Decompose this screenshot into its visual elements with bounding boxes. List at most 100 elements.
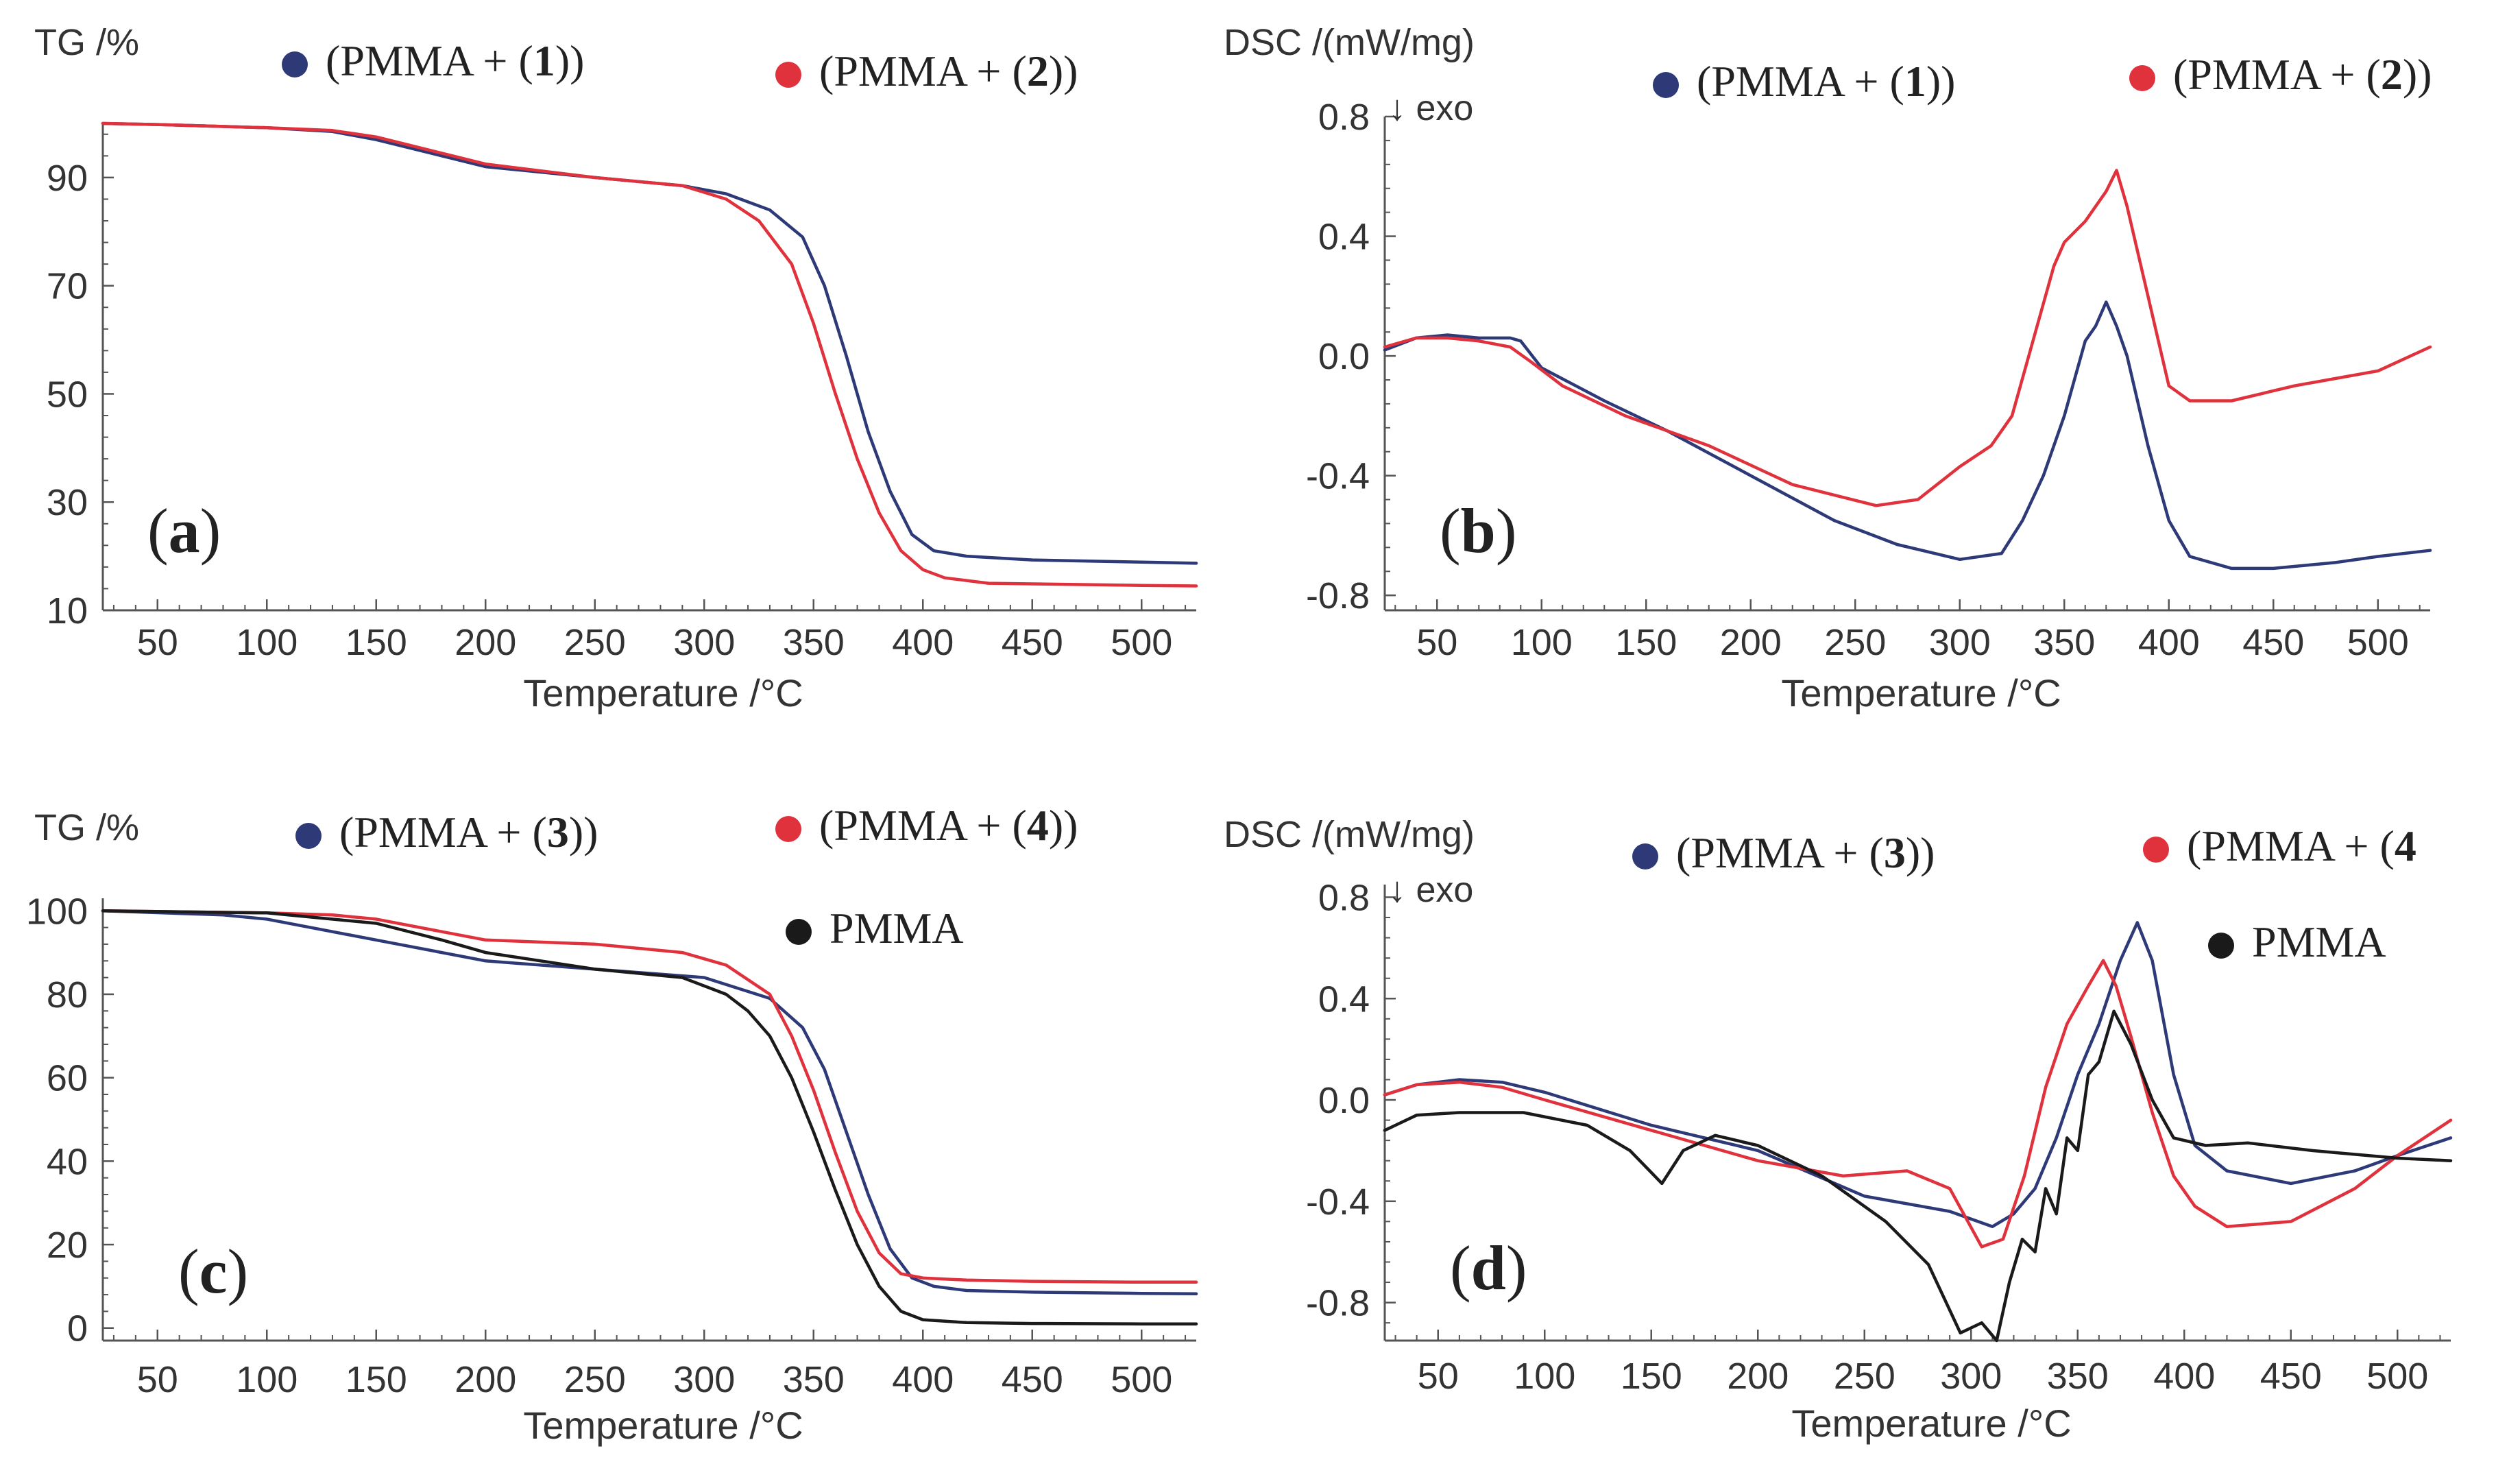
x-tick-label: 100: [236, 622, 298, 663]
y-tick-label: 10: [47, 590, 88, 632]
legend-marker: [775, 62, 801, 88]
x-tick-label: 400: [892, 622, 954, 663]
legend-marker: [2143, 837, 2169, 863]
y-tick-label: 0.0: [1318, 336, 1370, 377]
series-line-1: [101, 121, 1198, 565]
x-tick-label: 50: [137, 1359, 178, 1400]
x-tick-label: 250: [564, 1359, 626, 1400]
x-tick-label: 200: [455, 622, 516, 663]
series-line-2: [101, 909, 1198, 1284]
x-tick-label: 50: [137, 622, 178, 663]
x-axis-title: Temperature /°C: [1781, 671, 2061, 715]
y-axis-title: TG /%: [34, 22, 139, 63]
x-tick-label: 350: [2033, 622, 2095, 663]
y-tick-label: 90: [47, 158, 88, 199]
legend-label: (PMMA + (3)): [1676, 828, 1935, 877]
x-tick-label: 450: [1002, 1359, 1063, 1400]
legend-marker: [775, 816, 801, 842]
y-tick-label: 70: [47, 266, 88, 307]
x-tick-label: 300: [673, 1359, 735, 1400]
x-tick-label: 150: [1615, 622, 1677, 663]
panel-c: 0 20 40 60 80 100 50 100 150 200 250 300 350 400 450 50…: [26, 801, 1198, 1447]
panel-label: (c): [178, 1236, 248, 1306]
panel-d: -0.8 -0.4 0.0 0.4 0.8 50 100 150 200 250 300 350 400…: [1224, 814, 2453, 1445]
x-axis-title: Temperature /°C: [523, 1404, 803, 1447]
y-tick-label: 0.8: [1318, 877, 1370, 918]
x-tick-label: 300: [1940, 1356, 2002, 1397]
x-tick-label: 100: [1511, 622, 1573, 663]
legend-marker: [2129, 65, 2155, 91]
x-tick-label: 100: [236, 1359, 298, 1400]
x-tick-label: 50: [1418, 1356, 1459, 1397]
y-tick-label: 40: [47, 1141, 88, 1182]
series-line-2: [1383, 169, 2432, 507]
legend-label: (PMMA + (2)): [819, 47, 1078, 95]
x-tick-label: 200: [1720, 622, 1782, 663]
x-tick-label: 50: [1416, 622, 1457, 663]
legend-label: (PMMA + (2)): [2173, 50, 2432, 99]
x-tick-label: 400: [2153, 1356, 2215, 1397]
series-line-3: [1383, 1009, 2453, 1343]
legend-marker: [786, 919, 812, 945]
x-tick-label: 100: [1514, 1356, 1575, 1397]
x-tick-label: 400: [2138, 622, 2200, 663]
y-tick-label: -0.8: [1306, 575, 1370, 616]
y-tick-label: 100: [26, 891, 88, 932]
y-tick-label: -0.4: [1306, 456, 1370, 497]
x-tick-label: 350: [783, 622, 845, 663]
legend-marker: [2208, 933, 2234, 959]
x-axis-title: Temperature /°C: [523, 671, 803, 715]
x-tick-label: 350: [783, 1359, 845, 1400]
series-line-1: [1383, 300, 2432, 571]
x-tick-label: 500: [1111, 622, 1172, 663]
y-tick-label: 30: [47, 482, 88, 523]
panel-label: (b): [1440, 496, 1516, 566]
x-tick-label: 200: [1727, 1356, 1789, 1397]
x-tick-label: 250: [1834, 1356, 1895, 1397]
legend-marker: [295, 823, 322, 849]
x-tick-label: 250: [1824, 622, 1886, 663]
legend-label: (PMMA + (1)): [1697, 57, 1955, 106]
x-tick-label: 500: [1111, 1359, 1172, 1400]
y-axis-title: TG /%: [34, 807, 139, 848]
y-tick-label: -0.8: [1306, 1283, 1370, 1324]
y-tick-label: 0.8: [1318, 97, 1370, 138]
exo-direction-annotation: ↓ exo: [1388, 870, 1473, 910]
y-tick-label: 0.0: [1318, 1080, 1370, 1121]
legend-label: (PMMA + (3)): [339, 808, 598, 856]
x-tick-label: 300: [1929, 622, 1991, 663]
x-tick-label: 350: [2047, 1356, 2109, 1397]
y-tick-label: 80: [47, 974, 88, 1016]
y-tick-label: 60: [47, 1058, 88, 1099]
panel-label: (d): [1450, 1233, 1527, 1303]
series-line-1: [101, 909, 1198, 1296]
x-tick-label: 150: [346, 1359, 407, 1400]
panel-label: (a): [147, 496, 221, 566]
series-line-3: [101, 909, 1198, 1325]
panel-a: 10 30 50 70 90 50 100 150 200 250 300 350 400 450 500 T…: [34, 22, 1198, 715]
legend-marker: [1632, 843, 1658, 869]
x-tick-label: 200: [455, 1359, 516, 1400]
x-axis-title: Temperature /°C: [1791, 1402, 2071, 1445]
legend-label: PMMA: [2252, 917, 2386, 966]
y-axis-title: DSC /(mW/mg): [1224, 814, 1475, 855]
series-line-1: [1383, 921, 2453, 1229]
y-tick-label: -0.4: [1306, 1181, 1370, 1223]
x-tick-label: 250: [564, 622, 626, 663]
x-tick-label: 400: [892, 1359, 954, 1400]
legend-label: (PMMA + (4)): [819, 801, 1078, 850]
exo-direction-annotation: ↓ exo: [1388, 88, 1473, 128]
x-tick-label: 500: [2366, 1356, 2428, 1397]
x-tick-label: 150: [346, 622, 407, 663]
x-tick-label: 150: [1621, 1356, 1682, 1397]
legend-label: (PMMA + (1)): [326, 36, 584, 85]
series-line-2: [1383, 959, 2453, 1249]
x-tick-label: 450: [2242, 622, 2304, 663]
legend-marker: [282, 51, 308, 77]
y-axis-title: DSC /(mW/mg): [1224, 22, 1475, 63]
y-tick-label: 20: [47, 1225, 88, 1266]
x-tick-label: 450: [1002, 622, 1063, 663]
x-tick-label: 300: [673, 622, 735, 663]
y-tick-label: 0: [67, 1308, 88, 1349]
